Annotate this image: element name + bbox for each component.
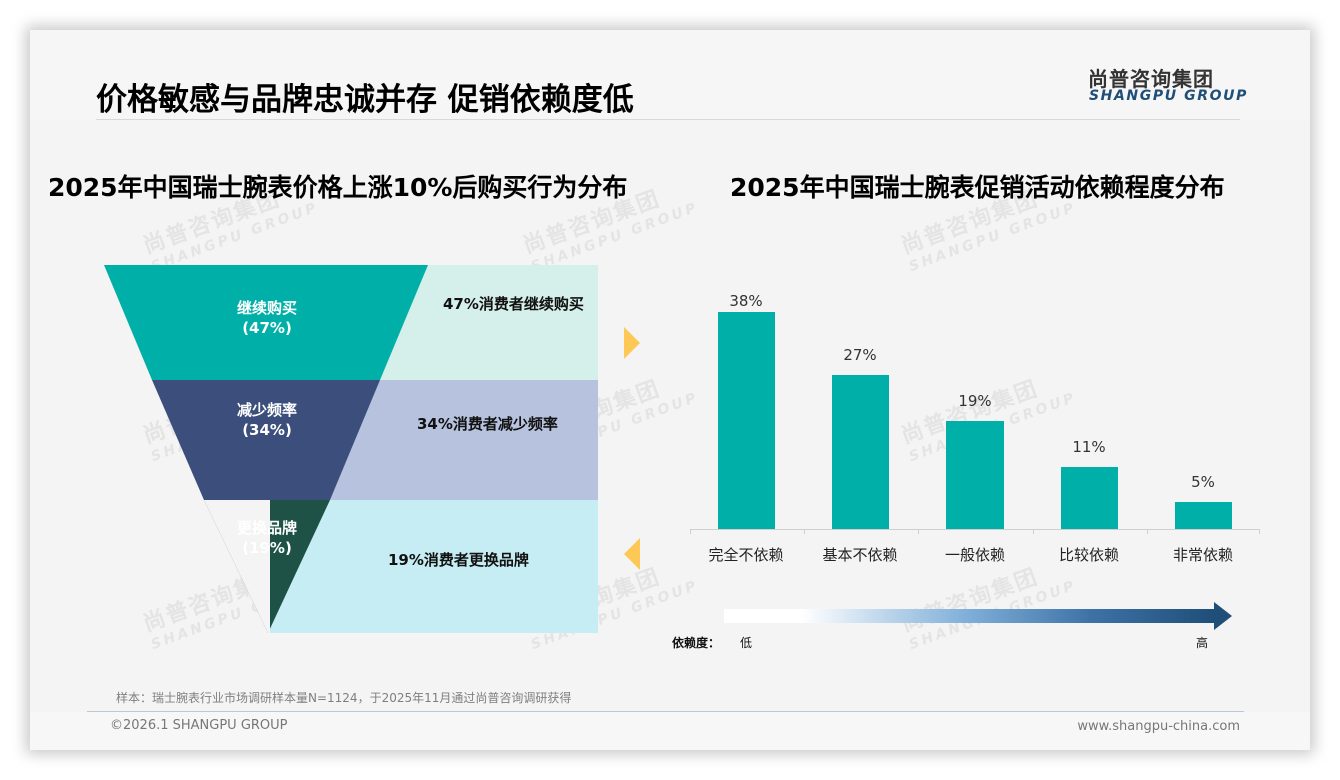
axis-tick xyxy=(1033,529,1034,534)
triangle-left-icon xyxy=(624,538,640,570)
header-band xyxy=(30,30,1310,120)
dependence-label: 依赖度： xyxy=(672,636,721,650)
funnel-label-1: 继续购买 (47%) xyxy=(236,299,297,337)
logo-english: SHANGPU GROUP xyxy=(1089,88,1248,104)
bar-3 xyxy=(946,421,1004,529)
bar-value-3: 19% xyxy=(958,392,992,410)
left-chart-title: 2025年中国瑞士腕表价格上涨10%后购买行为分布 xyxy=(48,173,628,202)
bar-5 xyxy=(1175,502,1232,529)
bar-value-5: 5% xyxy=(1191,473,1215,491)
bar-value-1: 38% xyxy=(729,292,763,310)
axis-tick xyxy=(1259,529,1260,534)
header-divider xyxy=(96,119,1240,120)
funnel-desc-1: 47%消费者继续购买 xyxy=(443,295,584,313)
copyright: ©2026.1 SHANGPU GROUP xyxy=(110,718,288,733)
funnel-desc-3: 19%消费者更换品牌 xyxy=(388,551,529,569)
bar-value-4: 11% xyxy=(1072,438,1106,456)
funnel-label-3: 更换品牌 (19%) xyxy=(236,519,297,557)
bar-category-1: 完全不依赖 xyxy=(708,546,784,564)
high-label: 高 xyxy=(1196,636,1209,650)
bar-1 xyxy=(718,312,775,529)
footer-divider xyxy=(87,711,1244,712)
website-link[interactable]: www.shangpu-china.com xyxy=(1077,719,1240,734)
axis-tick xyxy=(804,529,805,534)
funnel-chart xyxy=(104,265,598,633)
axis-tick xyxy=(690,529,691,534)
funnel-panel-3 xyxy=(270,500,598,633)
bar-value-2: 27% xyxy=(843,346,877,364)
footer-band xyxy=(30,712,1310,750)
funnel-segment-2 xyxy=(152,380,380,500)
bar-2 xyxy=(832,375,889,529)
bar-category-5: 非常依赖 xyxy=(1172,546,1233,564)
low-label: 低 xyxy=(740,636,753,650)
triangle-right-icon xyxy=(624,327,640,359)
bar-category-3: 一般依赖 xyxy=(944,546,1005,564)
slide: 价格敏感与品牌忠诚并存 促销依赖度低 尚普咨询集团 SHANGPU GROUP … xyxy=(30,30,1310,750)
right-chart-title: 2025年中国瑞士腕表促销活动依赖程度分布 xyxy=(730,173,1225,202)
bar-category-2: 基本不依赖 xyxy=(822,546,898,564)
page-title: 价格敏感与品牌忠诚并存 促销依赖度低 xyxy=(96,82,634,118)
axis-tick xyxy=(1147,529,1148,534)
bar-category-4: 比较依赖 xyxy=(1058,546,1119,564)
sample-note: 样本：瑞士腕表行业市场调研样本量N=1124，于2025年11月通过尚普咨询调研… xyxy=(116,691,572,705)
x-axis xyxy=(690,529,1260,530)
funnel-desc-2: 34%消费者减少频率 xyxy=(417,415,558,433)
funnel-label-2: 减少频率 (34%) xyxy=(236,401,297,439)
bar-4 xyxy=(1061,467,1118,529)
axis-tick xyxy=(918,529,919,534)
funnel-segment-1 xyxy=(104,265,428,380)
arrow-right-icon xyxy=(1214,602,1232,630)
dependence-gradient-bar xyxy=(724,609,1214,623)
logo-chinese: 尚普咨询集团 xyxy=(1088,67,1214,91)
